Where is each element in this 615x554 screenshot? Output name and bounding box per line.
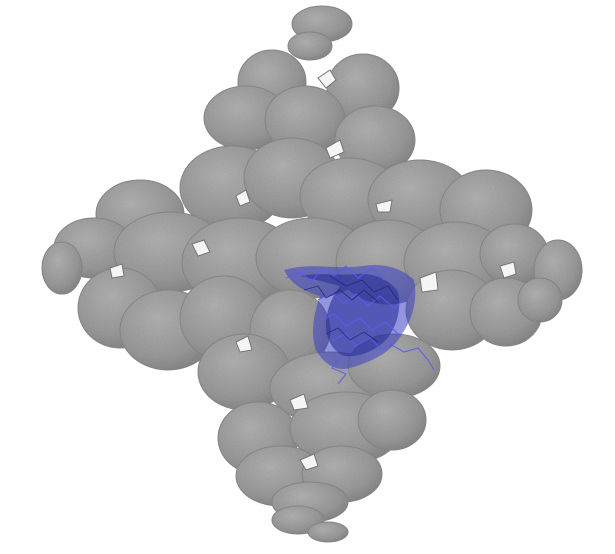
molecular-surface [41, 5, 583, 543]
highlighted-protein-chain [284, 264, 435, 385]
